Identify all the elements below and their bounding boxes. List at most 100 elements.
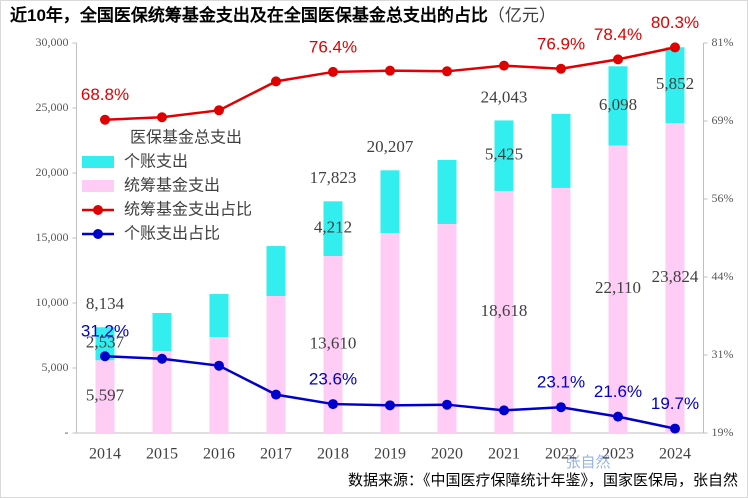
- total-value-label: 8,134: [86, 294, 125, 313]
- bar-value-label: 6,098: [599, 95, 637, 114]
- line-value-label: 80.3%: [651, 13, 699, 32]
- x-tick-label: 2021: [488, 446, 520, 463]
- line-point: [214, 360, 224, 371]
- line-value-label: 68.8%: [81, 85, 129, 104]
- bar: [608, 66, 628, 146]
- line-point: [328, 399, 338, 410]
- line-point: [100, 114, 110, 125]
- y2-tick-label: 31%: [712, 347, 734, 361]
- bar: [209, 294, 229, 338]
- x-tick-label: 2020: [431, 446, 463, 463]
- line-point: [328, 66, 338, 77]
- bar-value-label: 13,610: [310, 333, 357, 352]
- line-point: [100, 351, 110, 362]
- bar: [551, 113, 571, 188]
- legend-label: 统筹基金支出占比: [124, 200, 252, 219]
- x-tick-label: 2014: [89, 446, 121, 463]
- bar-value-label: 5,597: [86, 386, 125, 405]
- bar: [437, 160, 457, 224]
- y2-tick-label: 69%: [712, 113, 734, 127]
- x-tick-label: 2024: [659, 446, 691, 463]
- watermark: 张自然: [565, 454, 610, 471]
- bar: [209, 337, 229, 433]
- line-point: [670, 42, 680, 53]
- line-point: [271, 389, 281, 400]
- line-point: [157, 353, 167, 364]
- line-value-label: 76.9%: [537, 34, 585, 53]
- y-tick-label: -: [65, 425, 69, 439]
- legend-label: 统筹基金支出: [124, 176, 220, 195]
- y2-tick-label: 56%: [712, 191, 734, 205]
- bar: [323, 201, 343, 257]
- line-point: [385, 65, 395, 76]
- bar-value-label: 5,425: [485, 145, 523, 164]
- line-value-label: 23.1%: [537, 373, 585, 392]
- unit: （亿元）: [488, 6, 556, 25]
- line-value-label: 21.6%: [594, 382, 642, 401]
- source: 数据来源：《中国医疗保障统计年鉴》，国家医保局，张自然: [348, 471, 738, 489]
- chart-title: 近10年，全国医保统筹基金支出及在全国医保基金总支出的占比（亿元）: [10, 5, 556, 25]
- bar-value-label: 5,852: [656, 74, 694, 93]
- bar-value-label: 23,824: [652, 267, 699, 286]
- line-point: [499, 405, 509, 416]
- bar: [95, 327, 115, 361]
- x-tick-label: 2017: [260, 446, 292, 463]
- bar: [665, 123, 685, 434]
- y-tick-label: 10,000: [36, 295, 69, 309]
- bar: [608, 145, 628, 433]
- line-point: [556, 402, 566, 413]
- legend-label: 个账支出占比: [124, 224, 220, 243]
- bar: [266, 295, 286, 433]
- y-tick-label: 15,000: [36, 230, 69, 244]
- bar: [380, 170, 400, 234]
- line-point: [442, 66, 452, 77]
- bar: [266, 246, 286, 296]
- bar-value-label: 4,212: [314, 218, 352, 237]
- legend-label: 个账支出: [124, 152, 188, 171]
- legend-dot: [93, 229, 103, 239]
- bar: [494, 190, 514, 433]
- y-tick-label: 5,000: [42, 360, 69, 374]
- y-tick-label: 20,000: [36, 165, 69, 179]
- bar: [437, 223, 457, 433]
- bar: [665, 47, 685, 124]
- line-point: [442, 399, 452, 410]
- y2-tick-label: 44%: [712, 269, 734, 283]
- line-value-label: 23.6%: [309, 370, 357, 389]
- legend-swatch: [82, 180, 114, 192]
- total-value-label: 24,043: [481, 87, 528, 106]
- y2-tick-label: 81%: [712, 35, 734, 49]
- legend-swatch: [82, 156, 114, 168]
- line-point: [670, 423, 680, 434]
- x-tick-label: 2015: [146, 446, 178, 463]
- line-point: [214, 105, 224, 116]
- line-point: [157, 112, 167, 123]
- x-tick-label: 2019: [374, 446, 406, 463]
- bar: [152, 351, 172, 433]
- line-value-label: 19.7%: [651, 394, 699, 413]
- bar-value-label: 18,618: [481, 301, 528, 320]
- bar-value-label: 2,537: [86, 333, 125, 352]
- legend-label: 医保基金总支出: [130, 128, 242, 147]
- bar: [380, 233, 400, 433]
- bar: [551, 187, 571, 433]
- bar: [323, 256, 343, 433]
- line-value-label: 76.4%: [309, 37, 357, 56]
- y-tick-label: 30,000: [36, 35, 69, 49]
- line-point: [556, 63, 566, 74]
- x-tick-label: 2016: [203, 446, 235, 463]
- total-value-label: 20,207: [367, 137, 414, 156]
- total-value-label: 17,823: [310, 168, 357, 187]
- line-point: [271, 76, 281, 87]
- legend-dot: [93, 205, 103, 215]
- bar: [152, 313, 172, 352]
- line-value-label: 78.4%: [594, 25, 642, 44]
- line-point: [385, 400, 395, 411]
- line-point: [613, 411, 623, 422]
- x-tick-label: 2022: [545, 446, 577, 463]
- line-value-label: 31.2%: [81, 322, 129, 341]
- x-tick-label: 2018: [317, 446, 349, 463]
- y-tick-label: 25,000: [36, 100, 69, 114]
- bar-value-label: 22,110: [595, 278, 641, 297]
